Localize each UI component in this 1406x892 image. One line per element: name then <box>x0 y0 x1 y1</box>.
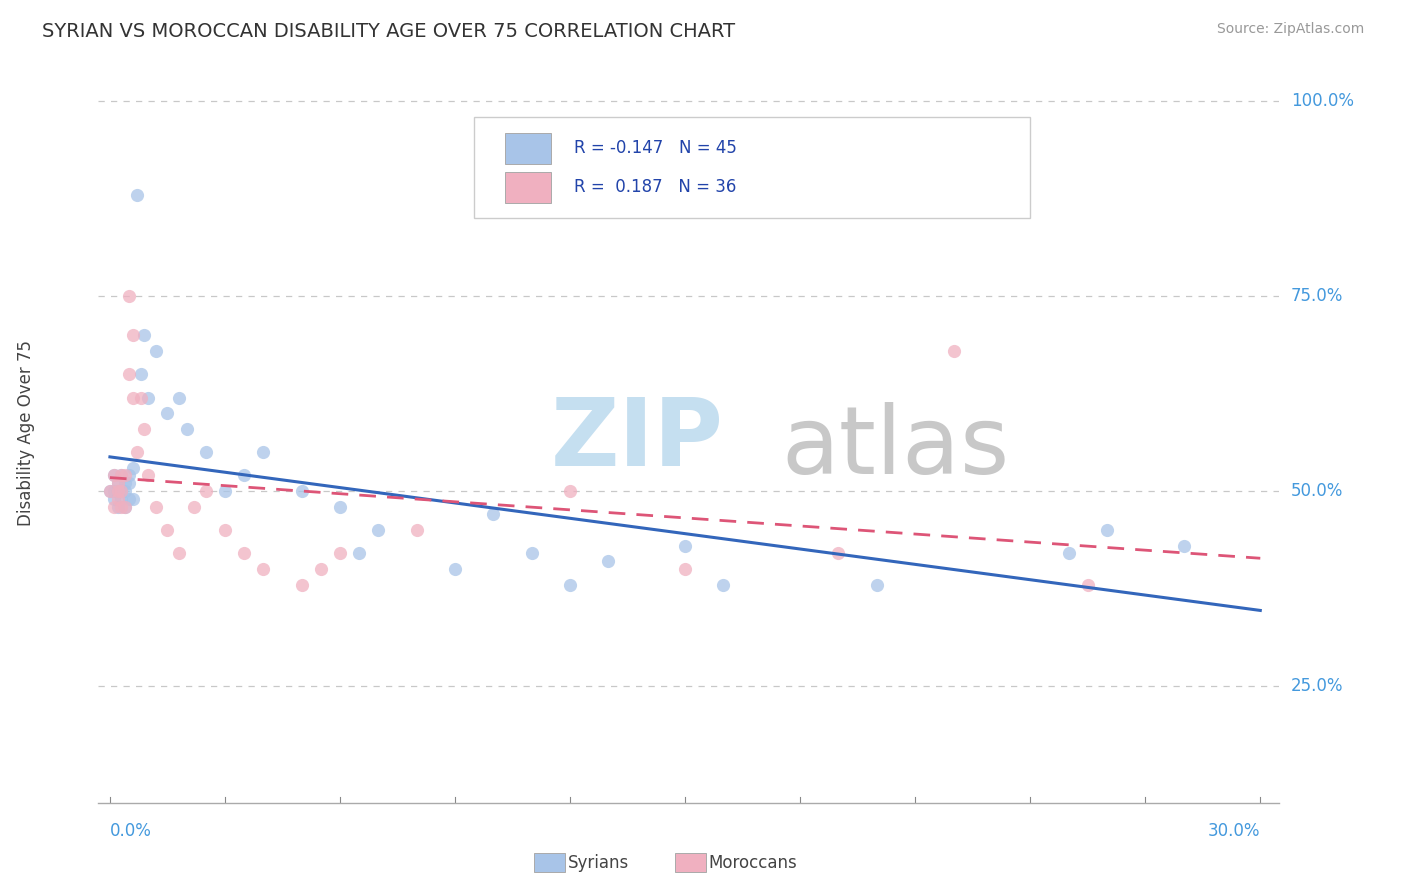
Point <box>118 367 141 381</box>
Point <box>145 343 167 358</box>
Point <box>110 468 132 483</box>
Point <box>103 484 125 499</box>
Text: atlas: atlas <box>780 402 1010 494</box>
Point <box>107 476 129 491</box>
Point <box>107 484 129 499</box>
Point <box>110 491 132 506</box>
Point <box>183 500 205 514</box>
Point <box>482 508 505 522</box>
Point <box>194 484 217 499</box>
Point <box>598 554 620 568</box>
Point <box>558 577 581 591</box>
Point <box>136 468 159 483</box>
Point <box>107 491 129 506</box>
Point <box>1077 577 1099 591</box>
Text: Moroccans: Moroccans <box>709 854 797 871</box>
Point <box>125 445 148 459</box>
Point <box>1057 546 1080 560</box>
Point <box>107 476 129 491</box>
Text: 0.0%: 0.0% <box>110 822 152 840</box>
Point <box>107 484 129 499</box>
Text: SYRIAN VS MOROCCAN DISABILITY AGE OVER 75 CORRELATION CHART: SYRIAN VS MOROCCAN DISABILITY AGE OVER 7… <box>42 22 735 41</box>
Text: 50.0%: 50.0% <box>1291 482 1343 500</box>
Text: Disability Age Over 75: Disability Age Over 75 <box>17 340 35 525</box>
Point <box>125 188 148 202</box>
Point <box>118 468 141 483</box>
Point <box>136 391 159 405</box>
Point <box>110 484 132 499</box>
Bar <box>505 133 551 164</box>
Point <box>405 523 427 537</box>
Point <box>103 491 125 506</box>
Point <box>942 343 965 358</box>
Point <box>673 539 696 553</box>
Point <box>233 468 256 483</box>
Point <box>122 391 145 405</box>
Point <box>129 391 152 405</box>
Point <box>167 546 190 560</box>
Point <box>1173 539 1195 553</box>
Point <box>367 523 389 537</box>
Point <box>103 500 125 514</box>
Point <box>103 468 125 483</box>
Point <box>252 562 274 576</box>
Text: R =  0.187   N = 36: R = 0.187 N = 36 <box>574 178 737 196</box>
Point <box>129 367 152 381</box>
Text: R = -0.147   N = 45: R = -0.147 N = 45 <box>574 139 737 157</box>
Point <box>329 500 352 514</box>
Point <box>118 289 141 303</box>
Text: 30.0%: 30.0% <box>1208 822 1260 840</box>
Point <box>309 562 332 576</box>
Text: 100.0%: 100.0% <box>1291 93 1354 111</box>
Point <box>118 476 141 491</box>
Point <box>214 523 236 537</box>
Point <box>444 562 467 576</box>
Point <box>110 500 132 514</box>
Text: Syrians: Syrians <box>568 854 630 871</box>
Point <box>134 328 156 343</box>
Point <box>713 577 735 591</box>
Point <box>558 484 581 499</box>
Point <box>176 422 198 436</box>
Point <box>114 500 136 514</box>
Point <box>673 562 696 576</box>
Point <box>233 546 256 560</box>
Point <box>110 468 132 483</box>
Point <box>114 468 136 483</box>
Text: 25.0%: 25.0% <box>1291 677 1344 695</box>
Point <box>156 406 179 420</box>
Point <box>520 546 543 560</box>
Point <box>827 546 849 560</box>
Point <box>291 484 314 499</box>
Point <box>134 422 156 436</box>
Point <box>114 484 136 499</box>
Point <box>107 500 129 514</box>
Point <box>194 445 217 459</box>
FancyBboxPatch shape <box>474 117 1031 219</box>
Point <box>214 484 236 499</box>
Point <box>122 491 145 506</box>
Point <box>98 484 121 499</box>
Point <box>252 445 274 459</box>
Text: 75.0%: 75.0% <box>1291 287 1343 305</box>
Point <box>98 484 121 499</box>
Point <box>347 546 370 560</box>
Point <box>114 500 136 514</box>
Point <box>122 328 145 343</box>
Point <box>156 523 179 537</box>
Text: ZIP: ZIP <box>551 394 724 486</box>
Text: Source: ZipAtlas.com: Source: ZipAtlas.com <box>1216 22 1364 37</box>
Bar <box>505 171 551 202</box>
Point <box>145 500 167 514</box>
Point <box>1095 523 1118 537</box>
Point <box>118 491 141 506</box>
Point <box>110 484 132 499</box>
Point <box>291 577 314 591</box>
Point <box>329 546 352 560</box>
Point <box>167 391 190 405</box>
Point <box>122 460 145 475</box>
Point <box>866 577 889 591</box>
Point <box>103 468 125 483</box>
Point <box>114 476 136 491</box>
